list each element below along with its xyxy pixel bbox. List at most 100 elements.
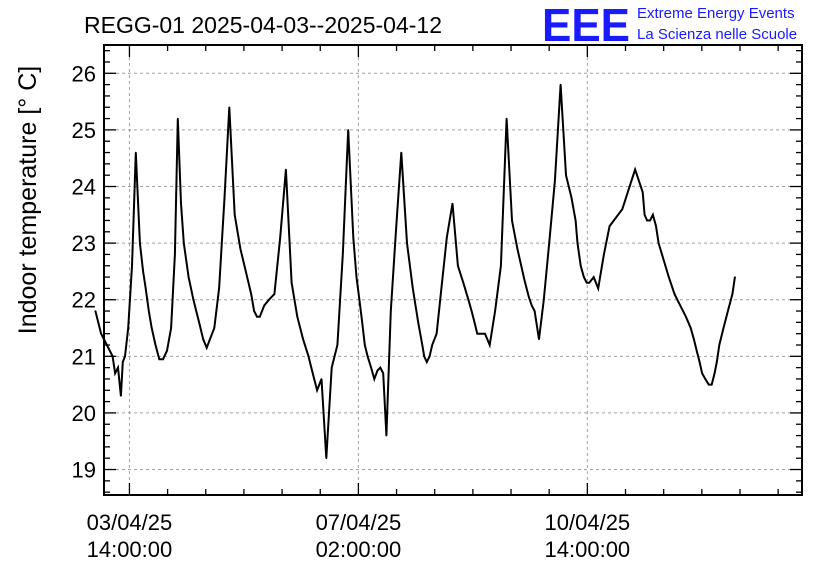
data-point	[505, 117, 508, 120]
data-point	[718, 344, 721, 346]
data-point	[685, 315, 687, 318]
y-tick-label: 20	[72, 401, 96, 426]
data-point	[649, 219, 651, 222]
data-point	[213, 327, 216, 329]
y-tick-label: 25	[72, 118, 96, 143]
data-point	[406, 242, 408, 244]
data-point	[273, 293, 276, 295]
data-point	[576, 242, 579, 244]
data-point	[183, 242, 185, 244]
data-point	[588, 281, 591, 284]
data-point	[548, 242, 550, 244]
data-point	[198, 321, 200, 324]
data-point	[574, 219, 577, 222]
data-point	[233, 214, 236, 216]
data-point	[641, 191, 644, 193]
data-point	[451, 202, 454, 205]
data-point	[263, 304, 266, 307]
data-point	[325, 457, 328, 460]
data-point	[652, 214, 654, 216]
data-point	[423, 355, 426, 358]
data-point	[290, 281, 293, 284]
data-point	[250, 293, 252, 295]
data-point	[127, 327, 129, 329]
data-point	[523, 279, 526, 281]
data-point	[467, 298, 470, 301]
data-point	[608, 225, 611, 227]
data-point	[643, 214, 646, 216]
data-point	[689, 327, 692, 329]
data-point	[209, 338, 211, 341]
data-point	[361, 321, 364, 324]
data-point	[166, 349, 168, 352]
x-tick-label-time: 02:00:00	[316, 537, 402, 562]
data-point	[330, 366, 333, 369]
data-point	[579, 265, 582, 267]
data-point	[484, 332, 486, 335]
data-point	[479, 332, 482, 335]
data-point	[352, 236, 355, 239]
data-point	[603, 253, 605, 256]
data-point	[144, 287, 147, 290]
data-point	[320, 378, 323, 380]
data-point	[511, 219, 513, 222]
data-point	[554, 180, 556, 182]
data-point	[662, 259, 665, 261]
data-point	[565, 174, 567, 176]
data-point	[722, 327, 725, 329]
data-point	[457, 265, 459, 267]
y-tick-label: 23	[72, 231, 96, 256]
data-point	[470, 310, 473, 312]
data-point	[154, 344, 157, 346]
data-point	[476, 332, 479, 335]
data-point	[701, 372, 703, 375]
data-point	[205, 347, 208, 349]
data-point	[421, 344, 424, 346]
data-point	[708, 383, 710, 386]
data-point	[525, 287, 528, 290]
data-point	[488, 344, 491, 346]
data-point	[428, 355, 431, 358]
data-point	[668, 276, 670, 278]
x-tick-label-date: 03/04/25	[87, 510, 173, 535]
data-point	[135, 151, 137, 154]
data-point	[279, 236, 282, 239]
data-point	[259, 315, 261, 318]
data-point	[142, 270, 144, 273]
data-point	[122, 361, 124, 363]
data-point	[202, 338, 204, 341]
data-point	[192, 298, 195, 301]
data-point	[713, 372, 716, 375]
data-point	[253, 310, 255, 312]
data-point	[158, 358, 161, 361]
data-point	[731, 293, 734, 295]
data-point	[646, 219, 648, 222]
data-point	[382, 372, 385, 375]
data-point	[698, 361, 701, 363]
data-point	[218, 287, 220, 290]
data-point	[148, 310, 150, 312]
data-point	[313, 378, 316, 380]
data-point	[302, 338, 304, 341]
data-point	[400, 151, 403, 154]
data-point	[245, 270, 247, 273]
data-point	[285, 168, 287, 171]
logo-line-2: La Scienza nelle Scuole	[637, 26, 797, 43]
data-point	[124, 355, 126, 358]
data-point	[307, 355, 310, 358]
x-tick-label-time: 14:00:00	[545, 537, 631, 562]
data-point	[139, 242, 141, 244]
data-point	[530, 304, 533, 307]
data-point	[500, 265, 502, 267]
data-point	[473, 321, 476, 324]
data-point	[716, 361, 718, 363]
data-point	[239, 248, 242, 250]
data-point	[180, 202, 182, 205]
data-point	[366, 355, 369, 358]
y-tick-label: 19	[72, 458, 96, 483]
data-point	[412, 287, 414, 290]
data-point	[131, 265, 133, 267]
data-point	[370, 366, 372, 369]
data-point	[431, 344, 434, 346]
